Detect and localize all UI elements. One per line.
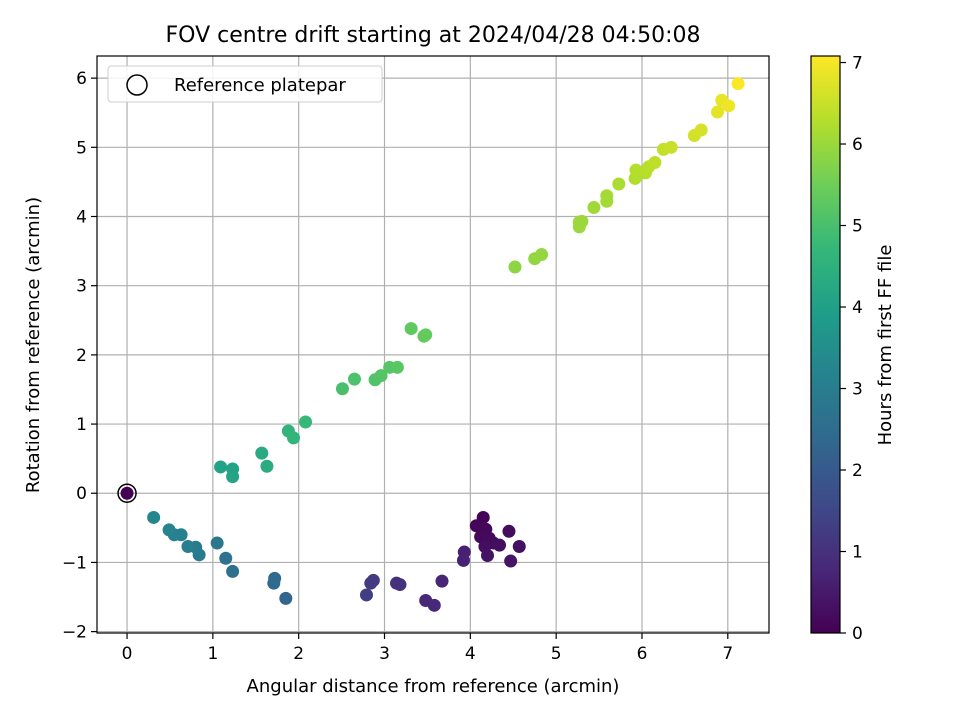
scatter-point: [226, 470, 240, 484]
scatter-point: [393, 578, 407, 592]
y-axis-label: Rotation from reference (arcmin): [23, 197, 44, 493]
y-tick-label: 3: [76, 277, 87, 297]
scatter-point: [364, 576, 378, 590]
colorbar-tick-label: 4: [852, 298, 863, 318]
scatter-point: [535, 248, 549, 262]
chart-title: FOV centre drift starting at 2024/04/28 …: [166, 23, 701, 48]
scatter-point: [504, 554, 518, 568]
scatter-point: [493, 538, 507, 552]
legend-entry-reference-platepar: Reference platepar: [174, 75, 346, 96]
scatter-point: [508, 260, 522, 274]
scatter-point: [162, 523, 176, 537]
scatter-point: [335, 382, 349, 396]
y-tick-label: 0: [76, 484, 87, 504]
scatter-point: [480, 549, 494, 563]
scatter-point: [435, 574, 449, 588]
scatter-point: [260, 459, 274, 473]
scatter-point: [512, 540, 526, 554]
x-tick-label: 7: [722, 644, 733, 664]
scatter-point: [279, 591, 293, 605]
scatter-point: [427, 598, 441, 612]
scatter-point: [722, 99, 736, 113]
y-axis-ticks: −2 −1 0 1 2 3 4 5 6: [62, 69, 97, 643]
legend: Reference platepar: [107, 65, 383, 103]
colorbar-tick-label: 6: [852, 135, 863, 155]
scatter-point: [731, 77, 745, 91]
x-axis-ticks: 0 1 2 3 4 5 6 7: [122, 633, 733, 664]
colorbar-tick-label: 7: [852, 54, 863, 74]
colorbar-ticks: 0 1 2 3 4 5 6 7: [840, 54, 863, 644]
scatter-point: [267, 576, 281, 590]
x-tick-label: 2: [293, 644, 304, 664]
x-tick-label: 6: [637, 644, 648, 664]
scatter-point: [694, 123, 708, 137]
scatter-point: [374, 369, 388, 383]
scatter-point: [255, 446, 269, 460]
scatter-point: [390, 360, 404, 374]
scatter-point: [347, 372, 361, 386]
x-tick-label: 1: [207, 644, 218, 664]
y-tick-label: −1: [62, 553, 87, 573]
plot-background: [97, 56, 769, 633]
colorbar-tick-label: 2: [852, 461, 863, 481]
scatter-point: [299, 415, 313, 429]
scatter-point: [404, 322, 418, 336]
colorbar-tick-label: 3: [852, 380, 863, 400]
scatter-point: [572, 215, 586, 229]
scatter-point: [219, 551, 233, 565]
y-tick-label: 1: [76, 415, 87, 435]
colorbar-tick-label: 0: [852, 624, 863, 644]
y-tick-label: 6: [76, 69, 87, 89]
colorbar-label: Hours from first FF file: [875, 245, 896, 446]
x-tick-label: 0: [122, 644, 133, 664]
scatter-point: [664, 140, 678, 154]
scatter-point: [711, 105, 725, 119]
legend-marker-icon: [126, 74, 148, 96]
colorbar-gradient: [810, 55, 841, 634]
data-points: [120, 77, 745, 612]
x-axis-label: Angular distance from reference (arcmin): [247, 676, 620, 697]
x-tick-label: 4: [465, 644, 476, 664]
y-tick-label: −2: [62, 623, 87, 643]
scatter-point: [120, 486, 134, 500]
x-tick-label: 3: [379, 644, 390, 664]
scatter-point: [456, 553, 470, 567]
colorbar: 0 1 2 3 4 5 6 7 Hours from first FF file: [810, 54, 896, 644]
y-tick-label: 4: [76, 208, 87, 228]
legend-box: [107, 65, 383, 103]
grid: [97, 56, 769, 633]
y-tick-label: 5: [76, 138, 87, 158]
plot-area: 0 1 2 3 4 5 6 7 −2 −1 0 1 2 3 4 5 6: [62, 55, 770, 664]
plot-frame: [96, 55, 770, 634]
scatter-point: [287, 431, 301, 445]
scatter-point: [612, 177, 626, 191]
scatter-point: [181, 540, 195, 554]
scatter-point: [419, 328, 433, 342]
scatter-point: [600, 189, 614, 203]
colorbar-tick-label: 5: [852, 217, 863, 237]
scatter-point: [359, 588, 373, 602]
y-tick-label: 2: [76, 346, 87, 366]
scatter-point: [147, 510, 161, 524]
x-tick-label: 5: [551, 644, 562, 664]
reference-platepar-marker: [117, 483, 137, 503]
scatter-point: [502, 524, 516, 538]
scatter-point: [214, 460, 228, 474]
colorbar-tick-label: 1: [852, 543, 863, 563]
scatter-point: [226, 564, 240, 578]
scatter-point: [210, 536, 224, 550]
scatter-point: [587, 201, 601, 215]
scatter-point: [648, 156, 662, 170]
